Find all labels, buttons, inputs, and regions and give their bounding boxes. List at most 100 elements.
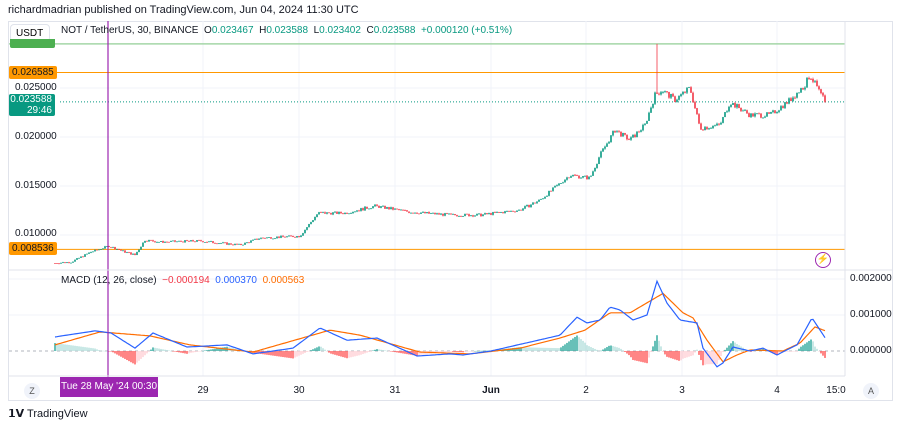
candle-body [652,103,654,108]
symbol-name[interactable]: NOT / TetherUS, 30, BINANCE [61,25,199,36]
candle-body [552,187,554,191]
candle-body [100,249,102,250]
histogram-bar [342,351,344,358]
histogram-bar [452,351,454,352]
candle-body [366,206,368,209]
tradingview-logo[interactable]: 𝟭𝗩 TradingView [8,407,88,420]
auto-scale-button[interactable]: A [863,383,879,399]
histogram-bar [128,351,130,362]
histogram-bar [210,349,212,351]
candle-body [802,88,804,90]
candle-body [220,243,222,244]
histogram-bar [572,338,574,351]
histogram-bar [674,351,676,360]
candle-body [702,129,704,131]
candle-body [94,249,96,252]
histogram-bar [56,343,58,351]
candle-body [274,238,276,240]
histogram-bar [274,351,276,356]
candle-body [204,242,206,243]
histogram-bar [700,351,702,361]
candle-body [710,127,712,129]
histogram-bar [716,351,718,365]
histogram-bar [272,351,274,356]
candle-body [190,240,192,242]
candle-body [484,213,486,215]
macd-tick: 0.000000 [850,345,892,356]
candle-body [740,107,742,111]
candle-body [142,242,144,247]
candle-body [734,103,736,108]
histogram-bar [220,347,222,351]
histogram-bar [182,351,184,354]
candle-body [90,252,92,253]
histogram-bar [458,351,460,353]
candle-body [56,263,58,264]
histogram-bar [564,344,566,351]
low-value: 0.023402 [319,25,361,36]
candle-body [460,216,462,217]
histogram-bar [186,351,188,354]
bar-countdown: 29:46 [26,105,52,116]
histogram-bar [560,347,562,351]
candle-body [380,206,382,208]
histogram-bar [98,350,100,351]
candle-body [226,242,228,245]
macd-tick: 0.001000 [850,309,892,320]
histogram-bar [338,351,340,356]
histogram-bar [114,351,116,354]
candle-body [500,212,502,213]
candle-body [468,214,470,217]
candle-body [514,211,516,213]
macd-title[interactable]: MACD (12, 26, close) [61,275,157,286]
histogram-bar [176,351,178,352]
candle-body [208,241,210,243]
candle-body [786,102,788,104]
price-tick: 0.010000 [15,228,57,239]
candle-body [630,137,632,140]
candle-body [150,239,152,241]
histogram-bar [180,351,182,353]
candle-body [580,177,582,179]
candle-body [766,112,768,117]
candle-body [568,177,570,179]
histogram-bar [146,351,148,354]
candle-body [80,256,82,258]
histogram-bar [596,349,598,351]
histogram-bar [352,351,354,357]
currency-button[interactable]: USDT [10,24,50,42]
time-label: 15:0 [826,385,846,396]
candle-body [152,240,154,242]
histogram-bar [326,351,328,352]
candle-body [452,213,454,215]
histogram-bar [374,349,376,351]
candle-body [294,236,296,238]
histogram-bar [634,351,636,361]
candle-body [738,104,740,108]
candle-body [126,252,128,254]
histogram-bar [288,351,290,358]
lightning-icon[interactable]: ⚡ [815,252,831,268]
candle-body [534,202,536,204]
histogram-bar [536,347,538,351]
zoom-reset-button[interactable]: Z [24,383,40,399]
candle-body [228,243,230,245]
candle-body [558,183,560,186]
histogram-bar [278,351,280,357]
histogram-bar [164,349,166,351]
histogram-bar [668,351,670,358]
histogram-bar [60,343,62,351]
histogram-bar [268,351,270,356]
candle-body [478,213,480,215]
candle-body [124,250,126,253]
price-tick: 0.020000 [15,131,57,142]
candle-body [472,215,474,217]
candle-body [626,134,628,140]
candle-body [214,242,216,244]
candle-body [290,235,292,237]
candle-body [338,211,340,214]
candle-body [784,102,786,108]
histogram-bar [586,345,588,351]
candle-body [442,213,444,216]
